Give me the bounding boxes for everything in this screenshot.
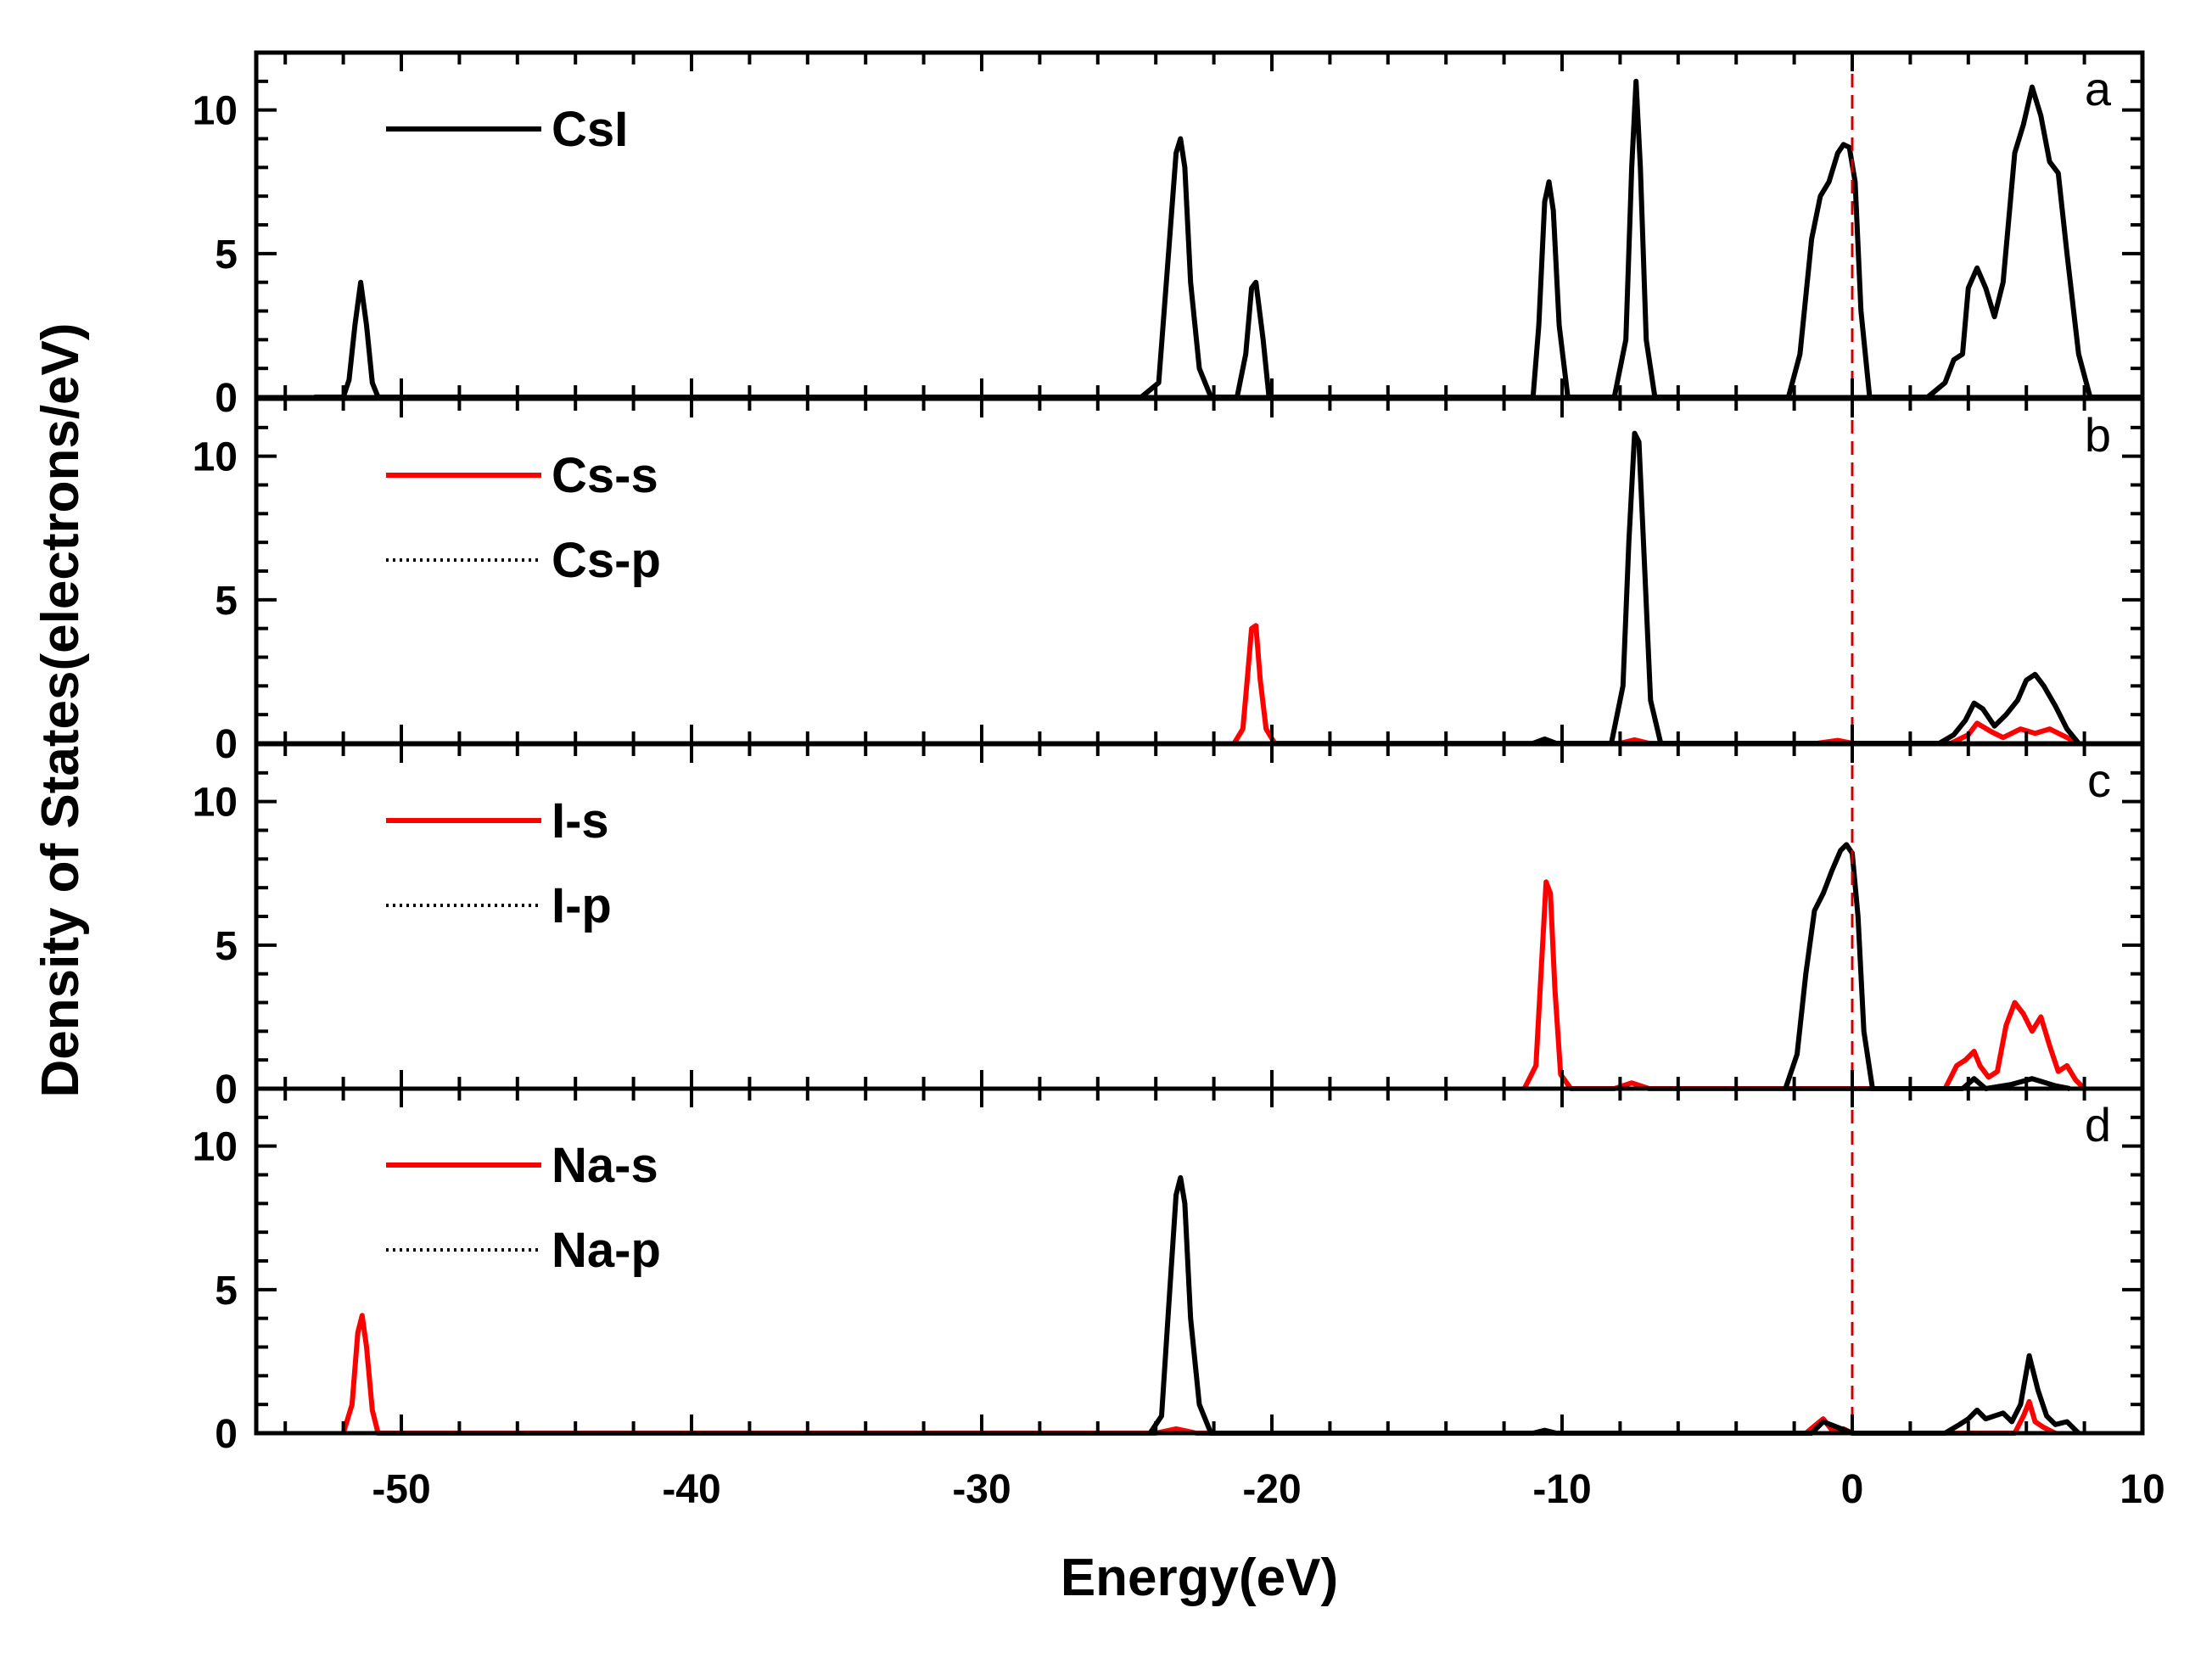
- series-line-na-p: [1147, 1174, 2080, 1436]
- y-tick-label: 10: [193, 1125, 238, 1170]
- y-axis-title: Density of States(electrons/eV): [31, 322, 90, 1097]
- y-tick-label: 0: [215, 722, 238, 767]
- panel-frame: [254, 396, 2145, 746]
- legend-label: I-p: [552, 878, 612, 933]
- x-tick-label: -40: [662, 1467, 720, 1512]
- panel-d: 0 5 10 d Na-s Na-p: [193, 1086, 2145, 1457]
- series-line-na-s: [340, 1313, 2057, 1436]
- series-line-i-p: [1783, 842, 2071, 1091]
- x-tick-label: 0: [1841, 1467, 1864, 1512]
- series-line-i-s: [1521, 879, 2086, 1091]
- y-tick-label: 10: [193, 435, 238, 480]
- y-tick-label: 5: [215, 924, 238, 969]
- y-tick-label: 10: [193, 781, 238, 826]
- y-tick-label: 0: [215, 1067, 238, 1112]
- y-tick-label: 5: [215, 1269, 238, 1314]
- legend-label: I-s: [552, 793, 609, 849]
- panel-b: 0 5 10 b Cs-s Cs-p: [193, 396, 2145, 767]
- panel-letter: a: [2085, 62, 2112, 115]
- legend-label: CsI: [552, 102, 628, 157]
- legend-label: Na-p: [552, 1223, 661, 1278]
- series-line-cs-p: [1532, 430, 2081, 746]
- y-tick-label: 10: [193, 89, 238, 134]
- series-line-csi: [314, 78, 2142, 400]
- x-axis-labels: -50 -40 -30 -20 -10 0 10: [372, 1467, 2164, 1512]
- y-tick-label: 5: [215, 579, 238, 624]
- panels-group: 0 5 10 a CsI 0 5 10 b Cs-s Cs-p 0 5 10 c I-s I-p 0 5 10 d Na-…: [193, 50, 2145, 1457]
- y-tick-label: 0: [215, 376, 238, 421]
- y-tick-label: 0: [215, 1412, 238, 1457]
- x-tick-label: -30: [952, 1467, 1011, 1512]
- x-tick-label: -50: [372, 1467, 430, 1512]
- y-tick-label: 5: [215, 232, 238, 277]
- legend-label: Na-s: [552, 1138, 658, 1193]
- legend-label: Cs-s: [552, 448, 658, 503]
- x-axis-title: Energy(eV): [1061, 1549, 1338, 1607]
- legend-label: Cs-p: [552, 533, 661, 588]
- panel-c: 0 5 10 c I-s I-p: [193, 742, 2145, 1112]
- x-tick-label: -10: [1532, 1467, 1591, 1512]
- panel-letter: d: [2085, 1098, 2111, 1151]
- panel-letter: c: [2087, 753, 2111, 807]
- x-tick-label: 10: [2120, 1467, 2164, 1512]
- panel-letter: b: [2085, 408, 2111, 462]
- x-tick-label: -20: [1242, 1467, 1301, 1512]
- panel-a: 0 5 10 a CsI: [193, 50, 2145, 421]
